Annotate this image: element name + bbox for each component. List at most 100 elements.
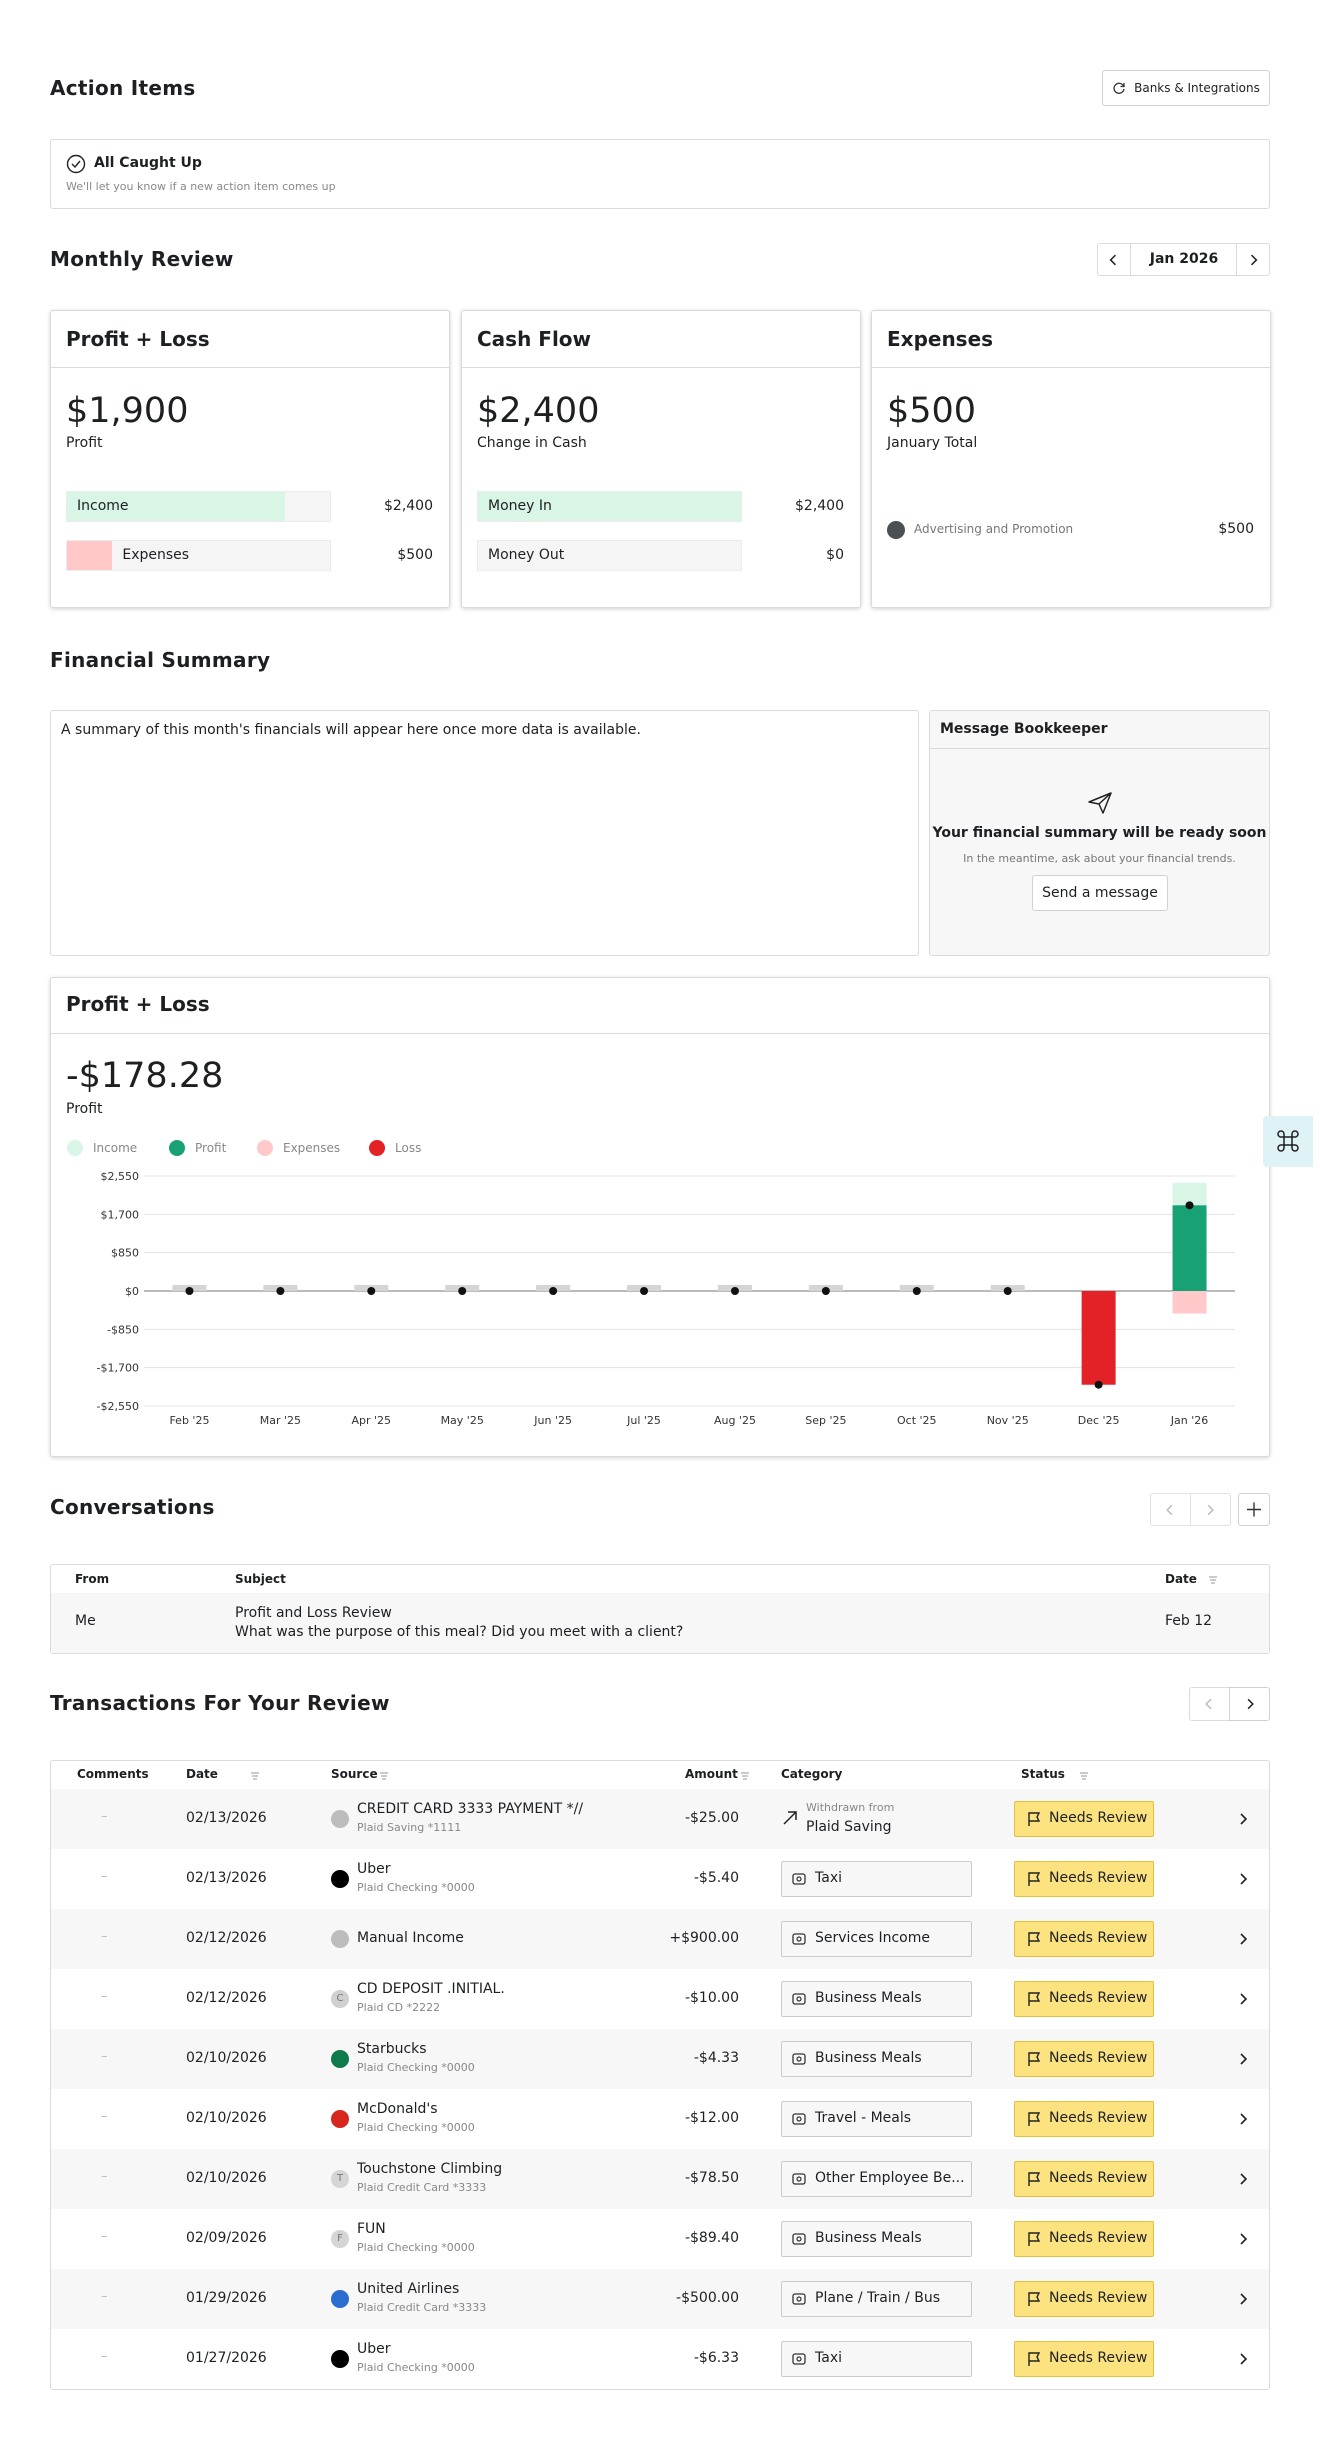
category-box[interactable]: Taxi	[781, 2341, 972, 2377]
card-title: Profit + Loss	[66, 327, 210, 351]
status-badge[interactable]: Needs Review	[1014, 2161, 1154, 2197]
panel-text: In the meantime, ask about your financia…	[963, 852, 1236, 865]
bar-track: Money Out	[477, 540, 742, 571]
row-chevron[interactable]	[1235, 2051, 1251, 2067]
category: Other Employee Be...	[815, 2170, 965, 2186]
source: CREDIT CARD 3333 PAYMENT *//	[357, 1801, 584, 1817]
transaction-row[interactable]: – 02/13/2026 Uber Plaid Checking *0000 -$5.4…	[51, 1849, 1269, 1909]
transaction-row[interactable]: – 01/29/2026 United Airlines Plaid Credit C…	[51, 2269, 1269, 2329]
status-badge[interactable]: Needs Review	[1014, 2101, 1154, 2137]
legend-label: Profit	[195, 1141, 227, 1155]
row-chevron[interactable]	[1235, 1991, 1251, 2007]
status-badge[interactable]: Needs Review	[1014, 2041, 1154, 2077]
flag-icon	[1028, 2172, 1041, 2186]
prev-button[interactable]	[1098, 244, 1131, 275]
banks-button[interactable]: Banks & Integrations	[1102, 70, 1270, 106]
transaction-row[interactable]: – 02/12/2026 C CD DEPOSIT .INITIAL. Plaid CD…	[51, 1969, 1269, 2029]
date: 02/10/2026	[186, 2170, 267, 2186]
comment: –	[101, 1929, 108, 1944]
profit-dot	[1003, 1287, 1012, 1295]
status-badge[interactable]: Needs Review	[1014, 2221, 1154, 2257]
row-chevron[interactable]	[1235, 2171, 1251, 2187]
prev-button[interactable]	[1189, 1687, 1230, 1721]
profit-dot	[821, 1287, 830, 1295]
row-chevron[interactable]	[1235, 1871, 1251, 1887]
check-icon	[66, 154, 86, 174]
comment: –	[101, 2049, 108, 2064]
status-badge[interactable]: Needs Review	[1014, 1801, 1154, 1837]
status-badge[interactable]: Needs Review	[1014, 1981, 1154, 2017]
amount: -$10.00	[684, 1990, 739, 2006]
category-box[interactable]: Business Meals	[781, 2221, 972, 2257]
prev-button[interactable]	[1150, 1493, 1191, 1526]
category-box[interactable]: Business Meals	[781, 1981, 972, 2017]
next-button[interactable]	[1190, 1493, 1231, 1526]
floating-button[interactable]	[1263, 1116, 1313, 1167]
profit-bar	[1172, 1205, 1207, 1291]
card-amount: -$178.28	[66, 1056, 224, 1096]
category-box[interactable]: Business Meals	[781, 2041, 972, 2077]
bar-track: Income	[66, 491, 331, 522]
comment: –	[101, 2289, 108, 2304]
button-label: Banks & Integrations	[1134, 81, 1260, 95]
category-icon	[792, 1993, 806, 2005]
transaction-row[interactable]: – 02/12/2026 Manual Income +$900.00 Services…	[51, 1909, 1269, 1969]
category: Travel - Meals	[815, 2110, 912, 2126]
category-box[interactable]: Services Income	[781, 1921, 972, 1957]
column-header: From	[75, 1572, 110, 1586]
status: Needs Review	[1049, 2170, 1148, 2186]
date: 01/27/2026	[186, 2350, 267, 2366]
category-box[interactable]: Travel - Meals	[781, 2101, 972, 2137]
status: Needs Review	[1049, 2290, 1148, 2306]
account: Plaid Credit Card *3333	[357, 2301, 487, 2314]
source-logo	[331, 2110, 349, 2128]
message-panel: Message Bookkeeper Your financial summary…	[929, 710, 1270, 956]
row-chevron[interactable]	[1235, 2351, 1251, 2367]
profit-dot	[549, 1287, 558, 1295]
bar-label: Expenses	[122, 547, 190, 563]
row-chevron[interactable]	[1235, 1931, 1251, 1947]
status-badge[interactable]: Needs Review	[1014, 2341, 1154, 2377]
sort-icon	[380, 1772, 388, 1780]
transaction-row[interactable]: – 02/09/2026 F FUN Plaid Checking *0000 -$89.…	[51, 2209, 1269, 2269]
card-divider	[462, 367, 860, 368]
transaction-row[interactable]: – 02/10/2026 McDonald's Plaid Checking *000…	[51, 2089, 1269, 2149]
panel-divider	[930, 748, 1269, 749]
category-box[interactable]: Other Employee Be...	[781, 2161, 972, 2197]
add-button[interactable]	[1238, 1493, 1270, 1526]
transaction-row[interactable]: – 02/10/2026 Starbucks Plaid Checking *0000…	[51, 2029, 1269, 2089]
source: Uber	[357, 1861, 391, 1877]
date: 02/13/2026	[186, 1870, 267, 1886]
date: 02/10/2026	[186, 2050, 267, 2066]
status: Needs Review	[1049, 1870, 1148, 1886]
row-chevron[interactable]	[1235, 2111, 1251, 2127]
sort-icon	[251, 1772, 259, 1780]
send-message-button[interactable]: Send a message	[1032, 875, 1168, 911]
x-tick-label: Apr '25	[352, 1414, 392, 1427]
summary-text: A summary of this month's financials wil…	[61, 722, 641, 738]
source: Starbucks	[357, 2041, 427, 2057]
status-badge[interactable]: Needs Review	[1014, 2281, 1154, 2317]
conversation-row[interactable]: Me Profit and Loss Review What was the pur…	[51, 1593, 1269, 1653]
source: McDonald's	[357, 2101, 438, 2117]
category-box[interactable]: Taxi	[781, 1861, 972, 1897]
category-box[interactable]: Plane / Train / Bus	[781, 2281, 972, 2317]
row-chevron[interactable]	[1235, 2291, 1251, 2307]
transaction-row[interactable]: – 02/10/2026 T Touchstone Climbing Plaid Cre…	[51, 2149, 1269, 2209]
row-chevron[interactable]	[1235, 2231, 1251, 2247]
status-badge[interactable]: Needs Review	[1014, 1921, 1154, 1957]
flag-icon	[1028, 2352, 1041, 2366]
next-button[interactable]	[1229, 1687, 1270, 1721]
status-badge[interactable]: Needs Review	[1014, 1861, 1154, 1897]
column-header: Source	[331, 1767, 378, 1781]
amount: -$4.33	[693, 2050, 739, 2066]
transaction-row[interactable]: – 02/13/2026 CREDIT CARD 3333 PAYMENT *// P…	[51, 1789, 1269, 1849]
expenses-bar	[1172, 1291, 1207, 1314]
next-button[interactable]	[1236, 244, 1269, 275]
send-icon	[1088, 792, 1112, 814]
transaction-row[interactable]: – 01/27/2026 Uber Plaid Checking *0000 -$6.3…	[51, 2329, 1269, 2389]
category-note: Withdrawn from	[806, 1801, 895, 1814]
y-tick-label: -$2,550	[97, 1400, 139, 1413]
row-chevron[interactable]	[1235, 1811, 1251, 1827]
